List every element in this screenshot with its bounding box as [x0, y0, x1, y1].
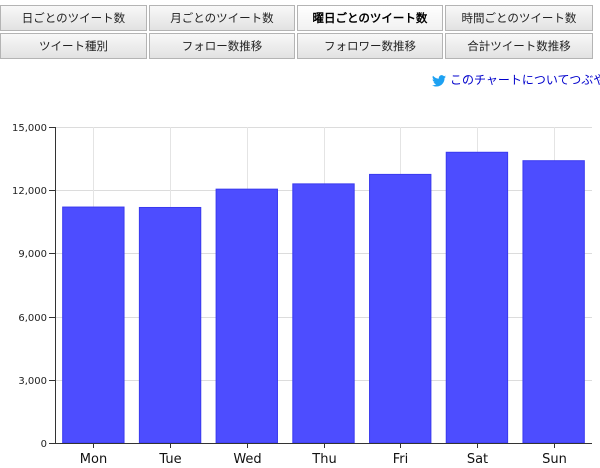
y-tick-label: 9,000 [18, 249, 47, 260]
y-tick-label: 12,000 [12, 186, 47, 197]
x-axis-tick-labels: Mon Tue Wed Thu Fri Sat Sun [80, 452, 567, 467]
y-axis-tick-labels: 0 3,000 6,000 9,000 12,000 15,000 [12, 123, 47, 450]
tab-followers-trend[interactable]: フォロワー数推移 [297, 33, 443, 59]
chart-bars [62, 151, 585, 444]
y-tick-label: 0 [41, 439, 47, 450]
y-tick-label: 3,000 [18, 376, 47, 387]
bar-tue[interactable] [138, 206, 202, 444]
y-tick-label: 6,000 [18, 313, 47, 324]
tab-weekday-tweets[interactable]: 曜日ごとのツイート数 [297, 5, 443, 31]
tab-total-tweets-trend[interactable]: 合計ツイート数推移 [445, 33, 593, 59]
x-tick-label: Tue [158, 452, 181, 467]
bar-mon[interactable] [62, 206, 125, 444]
bar-thu[interactable] [292, 183, 355, 444]
bar-fri[interactable] [369, 173, 432, 444]
share-chart-link[interactable]: このチャートについてつぶや [432, 71, 600, 89]
x-tick-label: Fri [393, 452, 409, 467]
twitter-bird-icon [432, 75, 446, 87]
bar-wed[interactable] [215, 188, 278, 444]
x-tick-label: Sat [467, 452, 488, 467]
tab-daily-tweets[interactable]: 日ごとのツイート数 [0, 5, 147, 31]
chart-tabs: 日ごとのツイート数 月ごとのツイート数 曜日ごとのツイート数 時間ごとのツイート… [0, 0, 600, 62]
x-tick-label: Thu [311, 452, 336, 467]
x-tick-label: Wed [233, 452, 261, 467]
bar-sat[interactable] [445, 151, 509, 444]
x-tick-label: Sun [542, 452, 567, 467]
tab-following-trend[interactable]: フォロー数推移 [149, 33, 295, 59]
chart-axes [49, 127, 592, 448]
tab-tweet-types[interactable]: ツイート種別 [0, 33, 147, 59]
y-tick-label: 15,000 [12, 123, 47, 134]
x-tick-label: Mon [80, 452, 107, 467]
weekday-tweet-chart: 0 3,000 6,000 9,000 12,000 15,000 Mon Tue Wed Th… [12, 123, 592, 467]
bar-sun[interactable] [522, 160, 585, 444]
tab-monthly-tweets[interactable]: 月ごとのツイート数 [149, 5, 295, 31]
share-link-label: このチャートについてつぶや [450, 73, 600, 87]
tab-hourly-tweets[interactable]: 時間ごとのツイート数 [445, 5, 593, 31]
